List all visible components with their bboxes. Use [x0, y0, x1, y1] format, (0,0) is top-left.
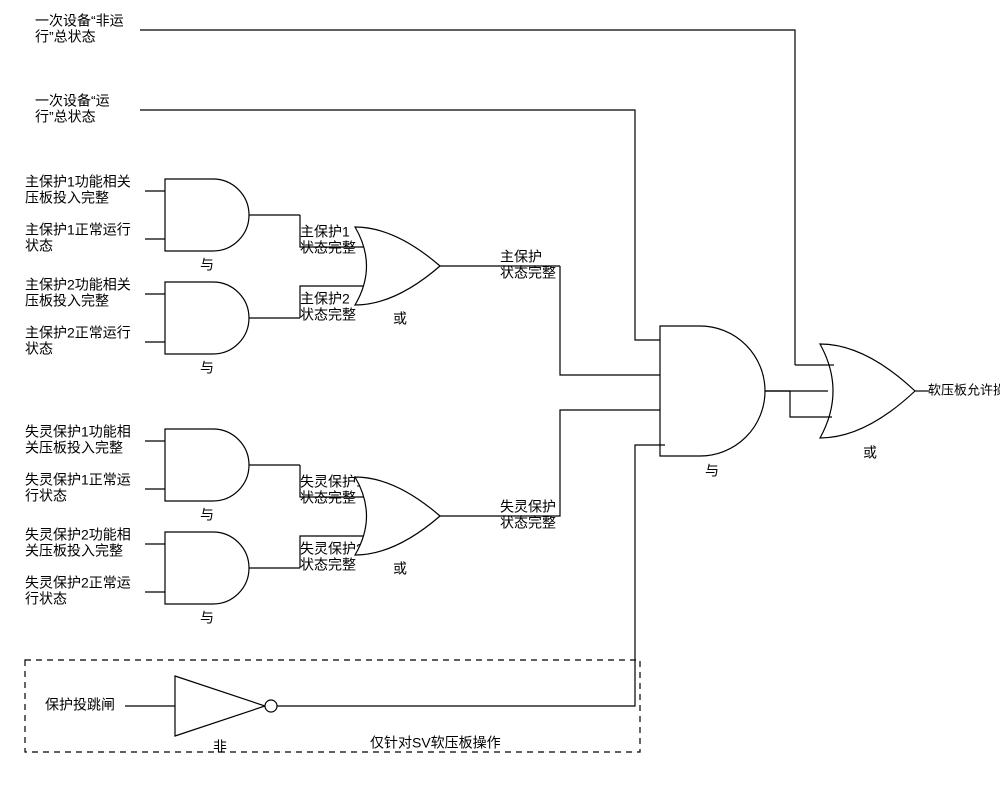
- lbl-mp1-out2: 状态完整: [300, 240, 356, 256]
- lbl-fp2-in2b: 行状态: [25, 591, 67, 607]
- wire-mpor-to-and: [560, 266, 665, 375]
- svg-text:与: 与: [200, 257, 214, 273]
- svg-text:或: 或: [393, 311, 407, 327]
- lbl-fp2-in1b: 关压板投入完整: [25, 543, 123, 559]
- lbl-fp1-in2a: 失灵保护1正常运: [25, 472, 131, 488]
- svg-text:与: 与: [705, 463, 719, 479]
- lbl-mpor-out2: 状态完整: [500, 265, 556, 281]
- lbl-fp2-out2: 状态完整: [300, 557, 356, 573]
- lbl-fp1-out2: 状态完整: [300, 490, 356, 506]
- lbl-mp1-in2a: 主保护1正常运行: [25, 222, 131, 238]
- and-gate-mp1: 与: [165, 179, 249, 273]
- and-gate-big: 与: [660, 326, 765, 479]
- lbl-mp2-in1a: 主保护2功能相关: [25, 277, 131, 293]
- wire-bigand-to-finalor: [765, 391, 832, 417]
- lbl-sv-note: 仅针对SV软压板操作: [370, 735, 501, 751]
- label-run-2: 行”总状态: [35, 109, 96, 125]
- or-gate-mp: 或: [355, 227, 440, 327]
- lbl-mp2-out2: 状态完整: [300, 307, 356, 323]
- lbl-mp1-in1b: 压板投入完整: [25, 190, 109, 206]
- lbl-mp2-out1: 主保护2: [300, 291, 350, 307]
- svg-text:与: 与: [200, 360, 214, 376]
- lbl-fp1-in2b: 行状态: [25, 488, 67, 504]
- lbl-fp1-out1: 失灵保护1: [300, 474, 364, 490]
- or-gate-fp: 或: [355, 477, 440, 577]
- lbl-mp1-out1: 主保护1: [300, 224, 350, 240]
- lbl-fp2-out1: 失灵保护2: [300, 541, 364, 557]
- lbl-mpor-out1: 主保护: [500, 249, 542, 265]
- lbl-mp2-in2a: 主保护2正常运行: [25, 325, 131, 341]
- svg-text:或: 或: [393, 561, 407, 577]
- label-run-1: 一次设备“运: [35, 93, 110, 109]
- not-gate: 非: [175, 676, 277, 755]
- and-gate-fp2: 与: [165, 532, 249, 626]
- lbl-fp2-in2a: 失灵保护2正常运: [25, 575, 131, 591]
- lbl-mp1-in2b: 状态: [25, 238, 53, 254]
- lbl-mp1-in1a: 主保护1功能相关: [25, 174, 131, 190]
- lbl-mp2-in2b: 状态: [25, 341, 53, 357]
- svg-text:或: 或: [863, 445, 877, 461]
- label-nonrun-1: 一次设备“非运: [35, 13, 124, 29]
- and-gate-fp1: 与: [165, 429, 249, 523]
- and-gate-mp2: 与: [165, 282, 249, 376]
- lbl-fp1-in1b: 关压板投入完整: [25, 440, 123, 456]
- lbl-fpor-out1: 失灵保护: [500, 499, 556, 515]
- lbl-final-out: 软压板允许操作: [928, 382, 1000, 397]
- or-gate-final: 或: [820, 344, 915, 461]
- lbl-fpor-out2: 状态完整: [500, 515, 556, 531]
- lbl-fp2-in1a: 失灵保护2功能相: [25, 527, 131, 543]
- svg-text:非: 非: [213, 739, 227, 755]
- lbl-fp1-in1a: 失灵保护1功能相: [25, 424, 131, 440]
- svg-text:与: 与: [200, 507, 214, 523]
- svg-text:与: 与: [200, 610, 214, 626]
- lbl-mp2-in1b: 压板投入完整: [25, 293, 109, 309]
- lbl-trip-in: 保护投跳闸: [45, 697, 115, 713]
- label-nonrun-2: 行”总状态: [35, 29, 96, 45]
